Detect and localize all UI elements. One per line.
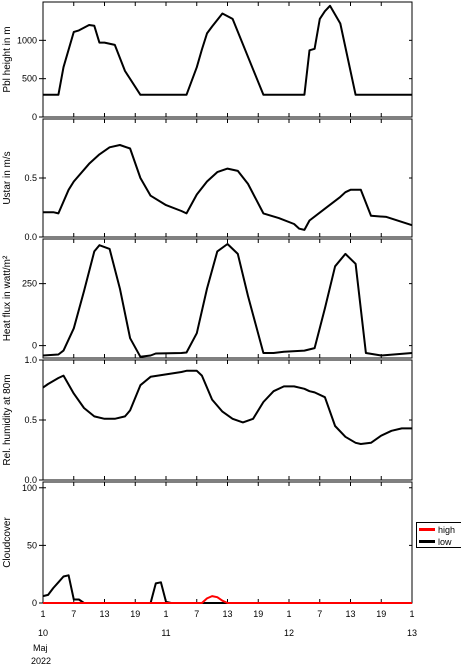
x-axis: 1 7 13 19 1 7 13 19 1 7 13 19 1 10 11 12 13 Maj 2022 [31,609,417,664]
panel-frame [42,118,413,238]
y-tick-label: 0.0 [24,232,37,242]
x-tick-label: 7 [194,609,199,619]
series-line-panel-3 [42,369,412,445]
series-line-high [43,595,412,604]
series-line-panel-2 [42,243,413,358]
x-tick-label: 7 [71,609,76,619]
x-tick-label: 1 [40,609,45,619]
legend-swatch-high [419,528,435,531]
y-tick-label: 0 [32,112,37,122]
series-line-low [42,574,412,604]
y-tick-label: 0.5 [24,415,37,425]
x-day-label: 11 [161,628,170,638]
x-tick-label: 13 [345,609,355,619]
y-tick-label: 0.0 [24,475,37,485]
x-day-label: 10 [38,628,48,638]
y-axis-label: Ustar in m/s [2,151,13,204]
y-axis-label: Rel. humidity at 80m [2,374,13,465]
panel-frame [42,359,413,481]
y-tick-label: 50 [27,540,37,550]
x-day-label: 12 [284,628,294,638]
panel-frame [42,481,413,604]
y-tick-label: 1000 [17,35,37,45]
x-tick-label: 13 [99,609,109,619]
chart-panel-0: 0 500 1000 Pbl height in m [2,1,413,122]
x-month-label: Maj [33,643,48,653]
x-tick-label: 1 [409,609,414,619]
x-day-label: 13 [407,628,417,638]
series-line-panel-0 [43,4,412,96]
x-tick-label: 1 [163,609,168,619]
y-tick-label: 1.0 [24,355,37,365]
y-axis-label: Cloudcover [2,517,13,568]
x-tick-label: 19 [130,609,140,619]
series-line-panel-1 [43,144,413,231]
x-tick-label: 1 [286,609,291,619]
cloudcover-legend: high low [416,522,461,548]
y-axis-label: Pbl height in m [2,26,13,92]
x-tick-label: 19 [376,609,386,619]
x-year-label: 2022 [31,656,51,664]
legend-entry-high: high [417,524,461,535]
legend-swatch-low [419,540,435,543]
panel-frame [42,1,413,118]
legend-label-low: low [438,536,452,547]
y-tick-label: 0 [32,598,37,608]
chart-panel-1: 0.0 0.5 Ustar in m/s [2,118,413,242]
y-tick-label: 0.5 [24,173,37,183]
y-tick-label: 500 [22,74,37,84]
y-axis-label: Heat flux in watt/m² [2,255,13,341]
y-tick-label: 100 [22,483,37,493]
y-tick-label: 250 [22,279,37,289]
x-tick-label: 7 [317,609,322,619]
chart-panel-2: 0 250 Heat flux in watt/m² [2,238,413,359]
legend-label-high: high [438,524,456,535]
chart-panel-3: 0.0 0.5 1.0 Rel. humidity at 80m [2,355,413,485]
x-tick-label: 13 [222,609,232,619]
y-tick-label: 0 [32,341,37,351]
chart-panel-4: 0 50 100 Cloudcover [2,481,413,608]
x-tick-label: 19 [253,609,263,619]
panel-frame [42,238,413,359]
legend-entry-low: low [417,536,461,547]
